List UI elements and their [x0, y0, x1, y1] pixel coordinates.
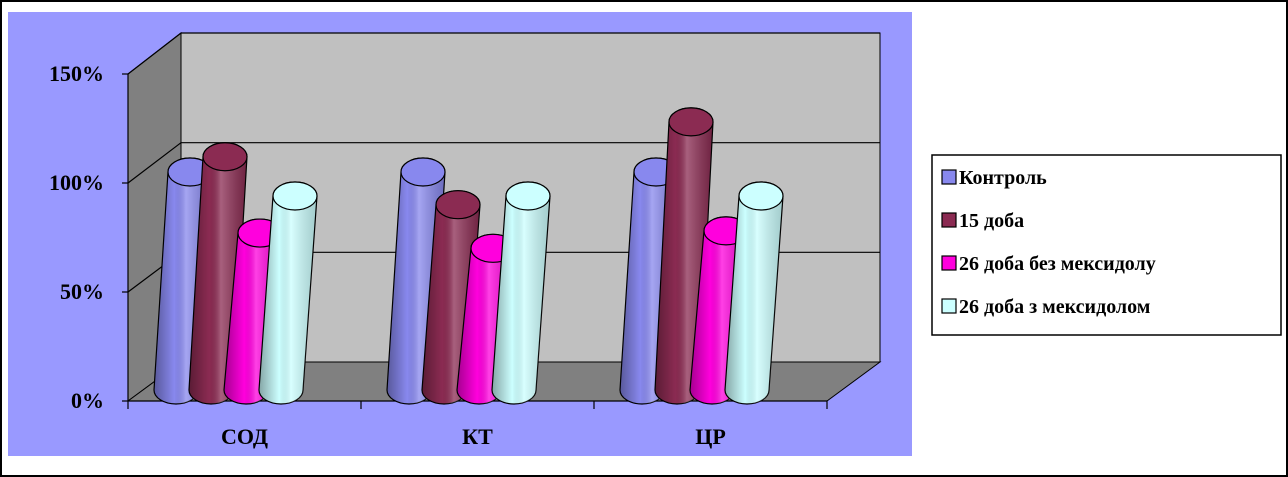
y-tick-label: 50%: [60, 279, 104, 304]
gridline: [127, 142, 880, 184]
bar-shading: [725, 195, 783, 404]
bar-top: [400, 157, 446, 187]
legend-label: 15 доба: [959, 210, 1024, 232]
x-axis-labels: СОД КТ ЦР: [221, 424, 726, 449]
bar-top: [435, 190, 481, 220]
x-tick-label: КТ: [462, 424, 493, 449]
legend: Контроль 15 доба 26 доба без мексидолу 26 д…: [931, 154, 1282, 336]
bars: [153, 107, 784, 405]
x-axis-ticks: [127, 401, 828, 409]
bar: [724, 181, 784, 405]
legend-label: 26 доба з мексидолом: [959, 296, 1150, 318]
bar-top: [272, 181, 318, 211]
bar: [258, 181, 318, 405]
legend-swatch: [941, 255, 957, 271]
y-axis-ticks: 0% 50% 100% 150%: [49, 61, 128, 413]
legend-box: [931, 154, 1282, 336]
legend-swatch: [941, 212, 957, 228]
bar-top: [668, 107, 714, 137]
bar-top: [202, 142, 248, 172]
bar: [491, 181, 551, 405]
bar-top: [738, 181, 784, 211]
y-tick-label: 100%: [49, 170, 104, 195]
y-tick-label: 150%: [49, 61, 104, 86]
legend-swatch: [941, 298, 957, 314]
bar-shading: [259, 195, 317, 404]
x-tick-label: СОД: [221, 424, 268, 449]
bar-shading: [492, 195, 550, 404]
legend-label: Контроль: [959, 167, 1047, 189]
gridline: [127, 32, 880, 75]
x-tick-label: ЦР: [695, 424, 726, 449]
legend-swatch: [941, 169, 957, 185]
legend-label: 26 доба без мексидолу: [959, 253, 1156, 275]
y-tick-label: 0%: [71, 388, 104, 413]
bar-top: [505, 181, 551, 211]
